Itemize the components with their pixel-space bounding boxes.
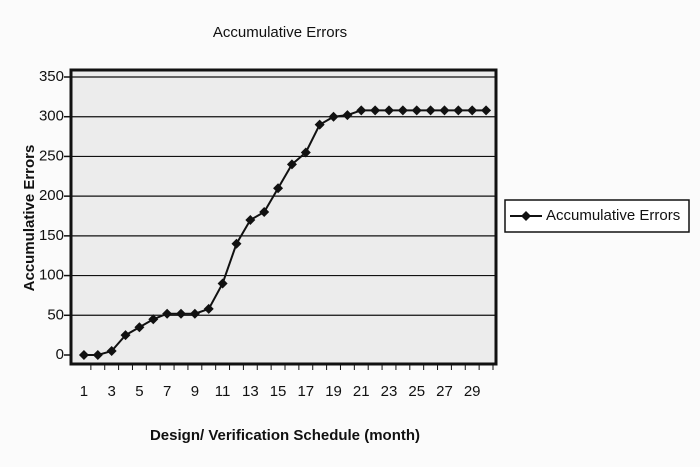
x-tick-label: 9 xyxy=(191,383,199,400)
x-axis-label: Design/ Verification Schedule (month) xyxy=(150,427,420,444)
chart-title: Accumulative Errors xyxy=(213,24,347,41)
y-tick-label: 350 xyxy=(39,68,64,85)
data-point xyxy=(356,105,367,116)
x-tick-label: 7 xyxy=(163,383,171,400)
x-tick-label: 15 xyxy=(270,383,287,400)
plot-area xyxy=(69,68,498,366)
y-tick-label: 0 xyxy=(56,346,64,363)
x-tick-label: 17 xyxy=(297,383,314,400)
x-tick-label: 19 xyxy=(325,383,342,400)
data-point xyxy=(453,105,464,116)
data-point xyxy=(120,330,131,341)
data-point xyxy=(328,111,339,122)
data-point xyxy=(106,346,117,357)
data-point xyxy=(370,105,381,116)
data-point xyxy=(148,314,159,325)
y-tick-label: 100 xyxy=(39,267,64,284)
x-tick-label: 21 xyxy=(353,383,370,400)
data-point xyxy=(481,105,492,116)
data-point xyxy=(425,105,436,116)
data-point xyxy=(189,308,200,319)
x-tick-label: 5 xyxy=(135,383,143,400)
data-point xyxy=(203,303,214,314)
data-point xyxy=(231,238,242,249)
x-tick-label: 3 xyxy=(107,383,115,400)
x-tick-label: 1 xyxy=(80,383,88,400)
data-point xyxy=(273,183,284,194)
x-tick-label: 23 xyxy=(381,383,398,400)
legend-marker xyxy=(521,211,531,221)
data-point xyxy=(342,110,353,121)
data-point xyxy=(411,105,422,116)
y-tick-label: 250 xyxy=(39,147,64,164)
y-tick-label: 50 xyxy=(47,306,64,323)
data-point xyxy=(162,308,173,319)
data-point xyxy=(467,105,478,116)
y-axis-label: Accumulative Errors xyxy=(21,145,38,292)
x-tick-label: 13 xyxy=(242,383,259,400)
y-tick-label: 200 xyxy=(39,187,64,204)
data-point xyxy=(92,350,103,360)
legend-label: Accumulative Errors xyxy=(546,207,680,224)
data-point xyxy=(384,105,394,116)
x-tick-label: 11 xyxy=(215,383,231,400)
data-point xyxy=(397,105,408,116)
data-point xyxy=(259,207,270,218)
y-tick-label: 150 xyxy=(39,227,64,244)
data-point xyxy=(245,214,256,225)
data-point xyxy=(78,350,89,360)
x-tick-label: 27 xyxy=(436,383,453,400)
data-point xyxy=(439,105,450,116)
y-tick-label: 300 xyxy=(39,108,64,125)
data-point xyxy=(286,159,297,170)
data-point xyxy=(300,147,311,158)
x-tick-label: 25 xyxy=(408,383,425,400)
data-point xyxy=(176,308,186,319)
x-tick-label: 29 xyxy=(464,383,481,400)
data-point xyxy=(134,322,145,333)
data-point xyxy=(314,119,325,130)
data-point xyxy=(217,278,228,289)
